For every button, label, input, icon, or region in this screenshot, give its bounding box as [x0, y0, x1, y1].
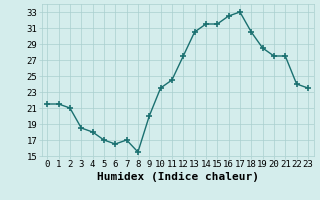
X-axis label: Humidex (Indice chaleur): Humidex (Indice chaleur): [97, 172, 259, 182]
